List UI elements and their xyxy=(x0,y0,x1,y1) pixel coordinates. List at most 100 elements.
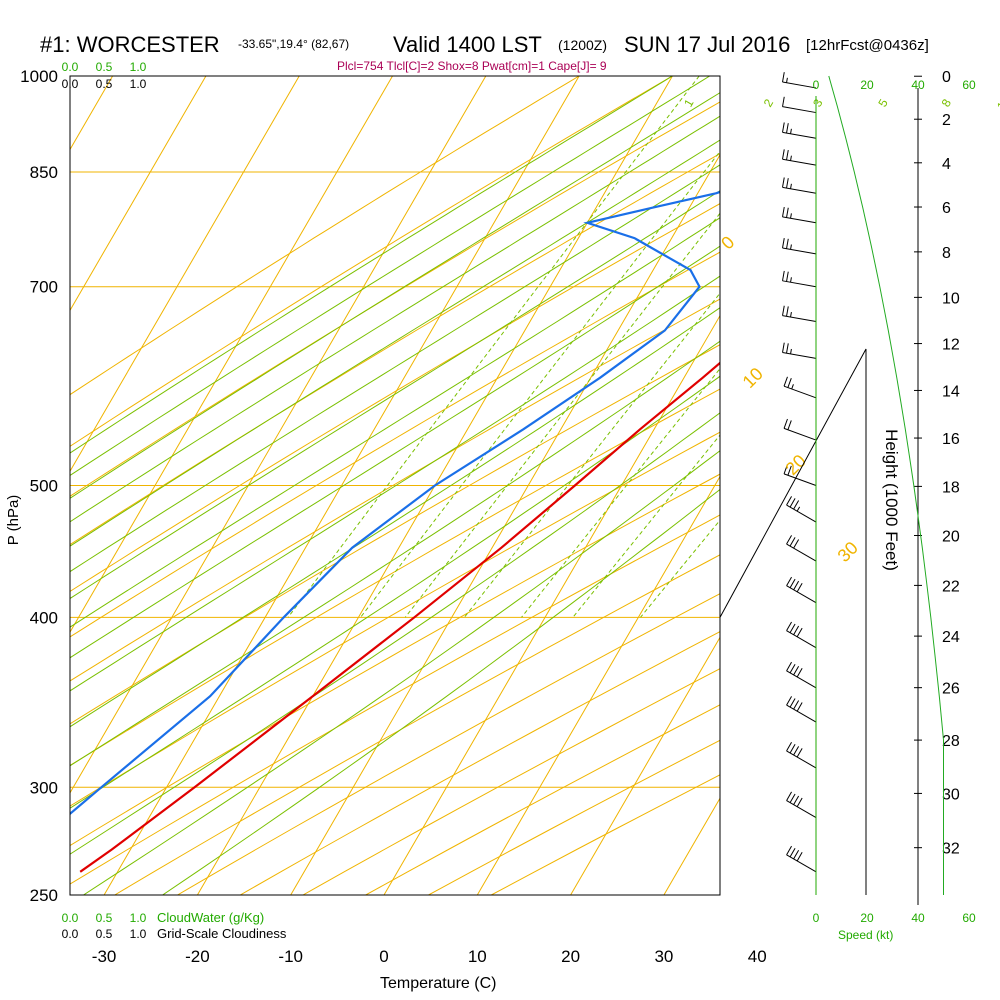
mixing-ratio-label: 12 xyxy=(994,93,1000,112)
mixing-ratio-line xyxy=(404,212,720,618)
height-tick-label: 4 xyxy=(942,156,951,173)
wind-barb-flag xyxy=(782,72,785,83)
wind-barb-flag xyxy=(793,849,800,860)
wind-barb-flag xyxy=(786,238,789,249)
dewpoint-profile xyxy=(70,190,720,816)
height-tick-label: 24 xyxy=(942,629,960,646)
moist-adiabat xyxy=(70,217,720,628)
wind-barb-flag xyxy=(789,698,796,708)
moist-adiabat-label: 30 xyxy=(834,538,862,566)
wind-barb-flag xyxy=(789,663,796,674)
wind-barb-flag xyxy=(782,342,785,353)
dry-adiabat xyxy=(70,473,720,847)
dry-adiabat xyxy=(70,251,720,638)
wind-barb-shaft xyxy=(786,704,817,723)
wind-barb-flag xyxy=(786,496,792,506)
cloudiness-scale-bottom: 0.5 xyxy=(96,927,113,941)
pressure-tick-label: 500 xyxy=(30,477,58,496)
height-tick-label: 14 xyxy=(942,383,960,400)
wind-barb-flag xyxy=(786,149,789,160)
dry-adiabat xyxy=(70,431,720,807)
wind-barb-flag xyxy=(786,661,792,672)
cloudwater-scale-bottom: 1.0 xyxy=(130,911,147,925)
temp-tick-label: 0 xyxy=(379,947,388,966)
mixing-ratio-line xyxy=(464,292,720,618)
speed-tick-top: 60 xyxy=(962,78,976,92)
height-tick-label: 0 xyxy=(942,69,951,86)
speed-tick-top: 0 xyxy=(813,78,820,92)
wind-barb-shaft xyxy=(783,385,817,399)
wind-barb-half xyxy=(791,384,794,390)
temp-tick-label: 30 xyxy=(654,947,673,966)
wind-barb-flag xyxy=(796,797,803,807)
cloudiness-scale-bottom: 0.0 xyxy=(62,927,79,941)
wind-barb-half xyxy=(796,506,801,512)
wind-barb-flag xyxy=(782,96,785,107)
speed-tick-bottom: 40 xyxy=(911,911,925,925)
wind-barb-shaft xyxy=(786,800,817,819)
moist-adiabat xyxy=(70,412,720,855)
temp-tick-label: -20 xyxy=(185,947,210,966)
wind-barb-half xyxy=(790,183,792,189)
isotherm-line xyxy=(757,76,1000,895)
wind-barb-half xyxy=(790,311,792,318)
wind-barb-flag xyxy=(789,578,796,589)
wind-barb-flag xyxy=(786,306,789,317)
mixing-ratio-line xyxy=(521,367,720,618)
isotherm-line xyxy=(570,636,720,895)
moist-adiabat xyxy=(70,115,720,523)
dry-adiabat xyxy=(70,344,720,725)
temp-tick-label: 20 xyxy=(561,947,580,966)
wind-barb-flag xyxy=(793,746,800,756)
x-axis-title: Temperature (C) xyxy=(380,975,496,992)
temperature-profile xyxy=(79,361,720,873)
height-axis-title: Height (1000 Feet) xyxy=(882,429,901,571)
wind-barb-flag xyxy=(789,847,796,858)
wind-barb-flag xyxy=(793,625,800,635)
wind-barb-shaft xyxy=(786,543,817,562)
moist-adiabat xyxy=(70,375,720,809)
moist-adiabat xyxy=(83,450,720,895)
dry-adiabat xyxy=(114,554,720,895)
cloudwater-scale-top: 1.0 xyxy=(130,60,147,74)
wind-barb-shaft xyxy=(782,81,817,89)
wind-barb-flag xyxy=(786,123,789,134)
cloudiness-scale-top: 0.0 xyxy=(62,77,79,91)
height-tick-label: 22 xyxy=(942,578,960,595)
wind-barb-flag xyxy=(786,178,789,189)
wind-speed-curve xyxy=(828,75,944,895)
moist-adiabat xyxy=(70,275,720,692)
cloudwater-scale-bottom: 0.5 xyxy=(96,911,113,925)
mixing-ratio-line xyxy=(287,76,700,618)
wind-barb-flag xyxy=(789,537,796,547)
wind-barb-flag xyxy=(787,378,792,388)
wind-barb-flag xyxy=(783,418,788,429)
speed-tick-bottom: 20 xyxy=(860,911,874,925)
speed-tick-top: 40 xyxy=(911,78,925,92)
height-tick-label: 30 xyxy=(942,786,960,803)
wind-barb-shaft xyxy=(782,186,817,194)
grid-layer xyxy=(70,76,1000,895)
dry-adiabat xyxy=(177,593,720,895)
isotherm-line xyxy=(70,76,207,312)
wind-barb-flag xyxy=(782,177,785,188)
pressure-tick-label: 850 xyxy=(30,163,58,182)
forecast-run: [12hrFcst@0436z] xyxy=(806,37,929,54)
moist-adiabat-label: 10 xyxy=(739,364,767,392)
axes-layer: 12358122001020302503004005007008501000-3… xyxy=(20,60,1000,966)
forecast-date: SUN 17 Jul 2016 xyxy=(624,32,790,57)
wind-barb-flag xyxy=(782,270,785,281)
stability-indices: Plcl=754 Tlcl[C]=2 Shox=8 Pwat[cm]=1 Cap… xyxy=(337,59,607,73)
dry-adiabat xyxy=(239,631,720,895)
temp-tick-label: -30 xyxy=(92,947,117,966)
wind-barb-shaft xyxy=(782,315,817,322)
mixing-ratio-label: 8 xyxy=(939,96,955,109)
wind-barb-flag xyxy=(793,700,800,710)
wind-barb-flag xyxy=(789,744,796,754)
moist-adiabat xyxy=(70,245,720,659)
wind-barb-flag xyxy=(787,420,792,430)
moist-adiabat xyxy=(70,307,720,728)
wind-barb-shaft xyxy=(786,504,817,523)
